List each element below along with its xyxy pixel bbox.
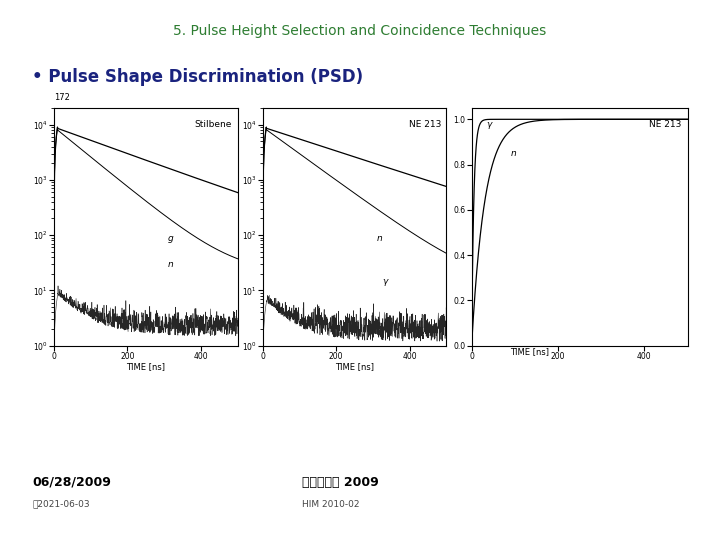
X-axis label: TIME [ns]: TIME [ns] xyxy=(126,362,166,371)
Text: γ: γ xyxy=(382,277,387,286)
X-axis label: TIME [ns]: TIME [ns] xyxy=(335,362,374,371)
Text: NE 213: NE 213 xyxy=(408,120,441,129)
Text: 핵물리학교 2009: 핵물리학교 2009 xyxy=(302,476,379,489)
Text: n: n xyxy=(510,148,516,158)
Text: Stilbene: Stilbene xyxy=(194,120,232,129)
Text: n: n xyxy=(377,234,382,243)
Text: n: n xyxy=(168,260,174,269)
Text: g: g xyxy=(168,234,174,243)
Text: 5. Pulse Height Selection and Coincidence Techniques: 5. Pulse Height Selection and Coincidenc… xyxy=(174,24,546,38)
Text: TIME [ns]: TIME [ns] xyxy=(510,347,549,356)
Text: γ: γ xyxy=(487,120,492,129)
Text: 06/28/2009: 06/28/2009 xyxy=(32,476,112,489)
Text: 172: 172 xyxy=(54,93,70,102)
Text: HIM 2010-02: HIM 2010-02 xyxy=(302,500,360,509)
Text: NE 213: NE 213 xyxy=(649,120,681,129)
Text: • Pulse Shape Discrimination (PSD): • Pulse Shape Discrimination (PSD) xyxy=(32,68,364,85)
Text: 숢2021-06-03: 숢2021-06-03 xyxy=(32,500,90,509)
